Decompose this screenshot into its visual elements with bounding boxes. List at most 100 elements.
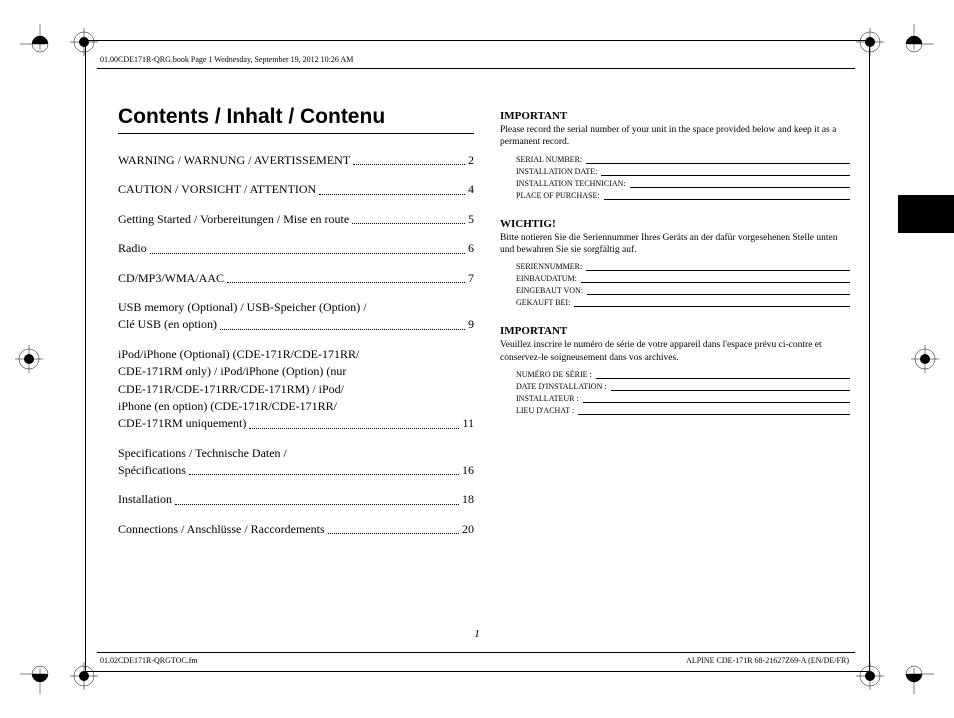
- toc-page: 6: [468, 240, 474, 257]
- record-field: INSTALLATION DATE:: [516, 167, 850, 176]
- footer-rule: [97, 652, 855, 653]
- toc-page: 11: [462, 415, 474, 432]
- toc-label-line: CDE-171RM only) / iPod/iPhone (Option) (…: [118, 363, 474, 380]
- toc-page: 2: [468, 152, 474, 169]
- toc-leader: [328, 533, 459, 534]
- toc-entry: iPod/iPhone (Optional) (CDE-171R/CDE-171…: [118, 346, 474, 433]
- field-label: SERIAL NUMBER:: [516, 155, 582, 164]
- header-rule: [97, 68, 855, 69]
- page-number: 1: [474, 628, 480, 640]
- record-field: DATE D'INSTALLATION :: [516, 382, 850, 391]
- toc-leader: [150, 253, 465, 254]
- toc-label: Spécifications: [118, 462, 186, 479]
- toc-entry: CD/MP3/WMA/AAC7: [118, 270, 474, 287]
- toc-leader: [352, 223, 465, 224]
- important-block: IMPORTANT Veuillez inscrire le numéro de …: [500, 325, 850, 415]
- toc-label-line: CDE-171R/CDE-171RR/CDE-171RM) / iPod/: [118, 381, 474, 398]
- toc-label: CD/MP3/WMA/AAC: [118, 270, 224, 287]
- toc-label: CDE-171RM uniquement): [118, 415, 246, 432]
- field-line: [630, 179, 850, 188]
- toc-list: WARNING / WARNUNG / AVERTISSEMENT 2 CAUTIO…: [118, 152, 474, 538]
- toc-leader: [249, 428, 459, 429]
- field-line: [583, 394, 850, 403]
- crop-mark-icon: [20, 654, 60, 694]
- record-field: SERIENNUMMER:: [516, 262, 850, 271]
- important-heading: IMPORTANT: [500, 110, 850, 122]
- record-field: PLACE OF PURCHASE:: [516, 191, 850, 200]
- record-field: EINBAUDATUM:: [516, 274, 850, 283]
- important-text: Veuillez inscrire le numéro de série de …: [500, 339, 850, 364]
- footer-docid: ALPINE CDE-171R 68-21627Z69-A (EN/DE/FR): [686, 656, 849, 665]
- toc-entry: Installation 18: [118, 491, 474, 508]
- field-line: [587, 286, 850, 295]
- important-block: WICHTIG! Bitte notieren Sie die Seriennum…: [500, 218, 850, 308]
- toc-leader: [353, 164, 465, 165]
- field-line: [578, 406, 850, 415]
- important-heading: IMPORTANT: [500, 325, 850, 337]
- field-label: NUMÉRO DE SÉRIE :: [516, 370, 592, 379]
- toc-entry: Getting Started / Vorbereitungen / Mise …: [118, 211, 474, 228]
- toc-label-line: USB memory (Optional) / USB-Speicher (Op…: [118, 299, 474, 316]
- field-line: [586, 155, 850, 164]
- toc-leader: [189, 474, 459, 475]
- toc-entry: USB memory (Optional) / USB-Speicher (Op…: [118, 299, 474, 334]
- important-column: IMPORTANTPlease record the serial number…: [500, 110, 850, 433]
- record-field: INSTALLATEUR :: [516, 394, 850, 403]
- toc-label: Radio: [118, 240, 147, 257]
- field-line: [604, 191, 850, 200]
- contents-column: Contents / Inhalt / Contenu WARNING / WA…: [118, 105, 474, 550]
- field-label: SERIENNUMMER:: [516, 262, 582, 271]
- record-field: INSTALLATION TECHNICIAN:: [516, 179, 850, 188]
- toc-page: 4: [468, 181, 474, 198]
- toc-entry: Radio 6: [118, 240, 474, 257]
- field-line: [586, 262, 850, 271]
- field-label: PLACE OF PURCHASE:: [516, 191, 600, 200]
- toc-page: 5: [468, 211, 474, 228]
- field-label: GEKAUFT BEI:: [516, 298, 570, 307]
- important-text: Bitte notieren Sie die Seriennummer Ihre…: [500, 232, 850, 257]
- field-line: [611, 382, 850, 391]
- toc-entry: CAUTION / VORSICHT / ATTENTION 4: [118, 181, 474, 198]
- toc-entry: WARNING / WARNUNG / AVERTISSEMENT 2: [118, 152, 474, 169]
- record-field: EINGEBAUT VON:: [516, 286, 850, 295]
- toc-label-line: Specifications / Technische Daten /: [118, 445, 474, 462]
- field-line: [581, 274, 850, 283]
- field-label: EINBAUDATUM:: [516, 274, 577, 283]
- important-block: IMPORTANTPlease record the serial number…: [500, 110, 850, 200]
- field-label: INSTALLATEUR :: [516, 394, 579, 403]
- toc-label: Clé USB (en option): [118, 316, 217, 333]
- toc-label: CAUTION / VORSICHT / ATTENTION: [118, 181, 316, 198]
- toc-entry: Connections / Anschlüsse / Raccordements…: [118, 521, 474, 538]
- crop-mark-icon: [894, 654, 934, 694]
- field-line: [596, 370, 850, 379]
- crop-mark-icon: [894, 24, 934, 64]
- toc-page: 20: [462, 521, 474, 538]
- registration-mark-icon: [15, 345, 43, 373]
- toc-page: 9: [468, 316, 474, 333]
- toc-leader: [175, 504, 459, 505]
- field-line: [601, 167, 850, 176]
- toc-page: 18: [462, 491, 474, 508]
- important-heading: WICHTIG!: [500, 218, 850, 230]
- running-header: 01.00CDE171R-QRG.book Page 1 Wednesday, …: [100, 55, 353, 64]
- toc-page: 16: [462, 462, 474, 479]
- toc-leader: [220, 329, 465, 330]
- thumb-index-tab: [898, 195, 954, 233]
- record-field: GEKAUFT BEI:: [516, 298, 850, 307]
- toc-label: WARNING / WARNUNG / AVERTISSEMENT: [118, 152, 350, 169]
- toc-entry: Specifications / Technische Daten /Spéci…: [118, 445, 474, 480]
- crop-mark-icon: [20, 24, 60, 64]
- registration-mark-icon: [911, 345, 939, 373]
- record-field: NUMÉRO DE SÉRIE :: [516, 370, 850, 379]
- toc-label-line: iPhone (en option) (CDE-171R/CDE-171RR/: [118, 398, 474, 415]
- field-label: LIEU D'ACHAT :: [516, 406, 574, 415]
- field-label: EINGEBAUT VON:: [516, 286, 583, 295]
- field-label: DATE D'INSTALLATION :: [516, 382, 607, 391]
- field-label: INSTALLATION TECHNICIAN:: [516, 179, 626, 188]
- record-field: LIEU D'ACHAT :: [516, 406, 850, 415]
- toc-leader: [227, 282, 465, 283]
- toc-leader: [319, 194, 465, 195]
- record-field: SERIAL NUMBER:: [516, 155, 850, 164]
- toc-label-line: iPod/iPhone (Optional) (CDE-171R/CDE-171…: [118, 346, 474, 363]
- toc-label: Installation: [118, 491, 172, 508]
